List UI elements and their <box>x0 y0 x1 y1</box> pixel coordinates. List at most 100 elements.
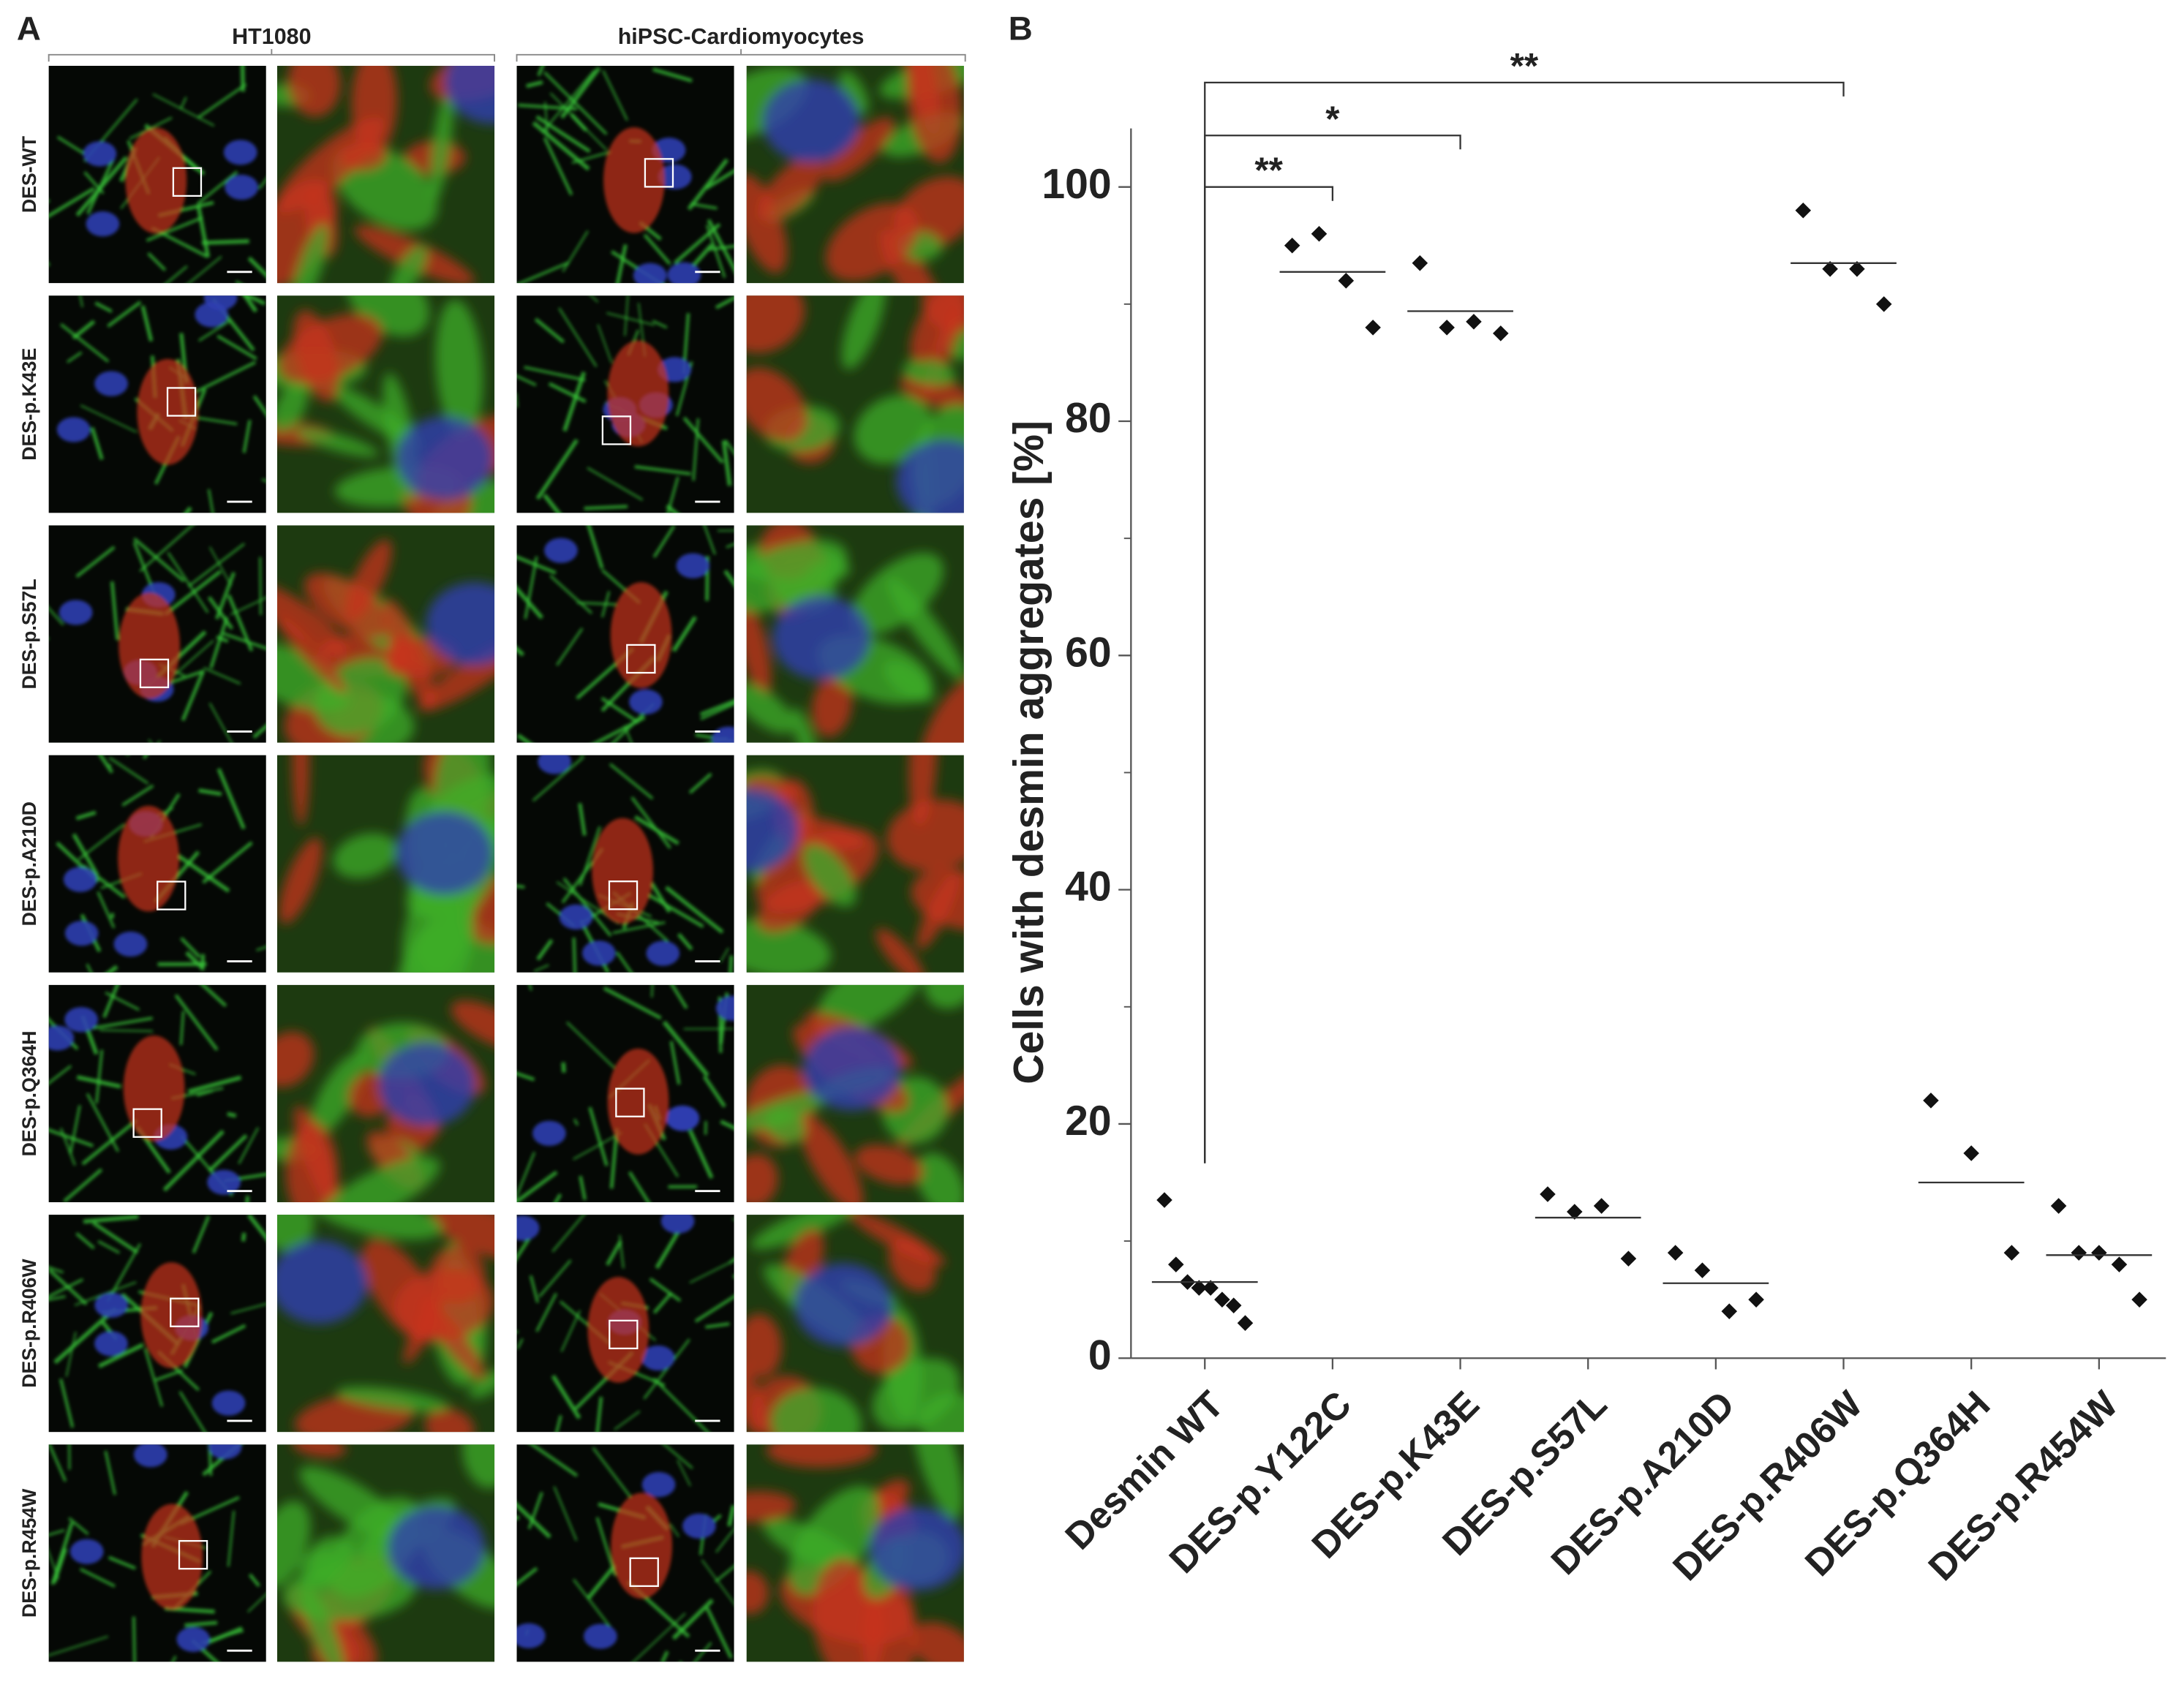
texture <box>911 1444 964 1520</box>
data-point <box>1225 1297 1242 1313</box>
data-point <box>1795 202 1812 219</box>
fiber <box>121 784 154 807</box>
fiber <box>649 1278 682 1302</box>
fiber <box>609 763 654 800</box>
texture <box>848 1215 946 1267</box>
fiber <box>185 951 204 970</box>
fiber <box>72 833 99 877</box>
fiber <box>75 1232 95 1250</box>
nucleus <box>276 1240 368 1324</box>
fiber <box>682 416 724 464</box>
fiber <box>230 1303 266 1315</box>
fiber <box>48 1266 64 1274</box>
nucleus <box>646 940 680 966</box>
data-point <box>1493 325 1509 342</box>
fiber <box>650 984 654 997</box>
bracket <box>516 49 966 62</box>
fiber <box>562 230 589 273</box>
micrograph <box>276 525 495 743</box>
texture <box>746 367 807 442</box>
fiber <box>75 810 97 821</box>
fiber <box>578 803 587 836</box>
image-content <box>276 66 495 284</box>
texture <box>907 66 962 163</box>
data-point <box>1748 1291 1764 1308</box>
nucleus <box>712 726 734 743</box>
texture <box>295 428 380 457</box>
fiber <box>104 1450 116 1495</box>
fiber <box>553 1486 578 1542</box>
zoom-box <box>132 1108 162 1138</box>
micrograph <box>746 66 964 284</box>
image-content <box>48 1444 266 1662</box>
image-content <box>746 1215 964 1433</box>
micrograph <box>48 295 266 513</box>
fiber <box>86 1093 119 1153</box>
fiber <box>146 216 203 242</box>
texture <box>886 799 964 872</box>
fiber <box>679 1661 682 1662</box>
fiber <box>59 1378 75 1428</box>
nucleus <box>176 1626 211 1652</box>
zoom-box <box>172 167 203 197</box>
fiber <box>79 295 83 308</box>
micrograph <box>276 984 495 1202</box>
texture <box>911 868 964 931</box>
fiber <box>106 1243 141 1302</box>
fiber <box>554 1193 562 1202</box>
fiber <box>107 763 112 768</box>
cell <box>592 818 654 924</box>
fiber <box>203 667 241 685</box>
fiber <box>261 478 266 483</box>
data-point <box>1237 1315 1254 1331</box>
row-label: DES-p.A210D <box>18 801 40 926</box>
nucleus <box>516 1215 540 1241</box>
fiber <box>187 1075 242 1094</box>
fiber <box>535 115 591 154</box>
fiber <box>76 1075 121 1089</box>
texture <box>919 676 964 743</box>
nucleus <box>195 302 229 328</box>
fiber <box>516 733 532 743</box>
significance-label: * <box>1325 99 1340 139</box>
image-content <box>48 66 266 284</box>
nucleus <box>208 1444 242 1460</box>
texture <box>462 1444 495 1489</box>
nucleus <box>64 921 99 946</box>
row-label: DES-p.K43E <box>18 348 40 461</box>
texture <box>292 1444 347 1457</box>
fiber <box>535 439 579 500</box>
texture <box>292 223 329 284</box>
fiber <box>83 1215 139 1224</box>
micrograph <box>746 295 964 513</box>
fiber <box>669 1523 679 1538</box>
fiber <box>537 66 545 77</box>
fiber <box>97 1240 121 1254</box>
fiber <box>105 965 118 973</box>
fiber <box>227 1112 237 1118</box>
nucleus <box>387 1505 486 1590</box>
nucleus <box>544 537 578 563</box>
zoom-box <box>608 880 639 910</box>
nucleus <box>641 1471 676 1498</box>
texture <box>746 683 794 733</box>
fiber <box>208 1133 248 1173</box>
fiber <box>573 1131 622 1161</box>
fiber <box>516 393 519 408</box>
texture <box>903 358 956 386</box>
texture <box>435 299 483 438</box>
nucleus <box>559 904 593 930</box>
texture <box>910 1622 964 1662</box>
y-tick-label: 80 <box>1065 395 1112 442</box>
image-content <box>516 755 734 973</box>
data-point <box>2003 1245 2020 1261</box>
fiber <box>187 543 245 587</box>
fiber <box>699 699 734 716</box>
texture <box>766 1444 877 1468</box>
texture <box>299 1584 345 1662</box>
fiber <box>108 1555 136 1570</box>
fiber <box>216 334 257 361</box>
texture <box>336 1386 450 1413</box>
data-point <box>1923 1093 1939 1109</box>
